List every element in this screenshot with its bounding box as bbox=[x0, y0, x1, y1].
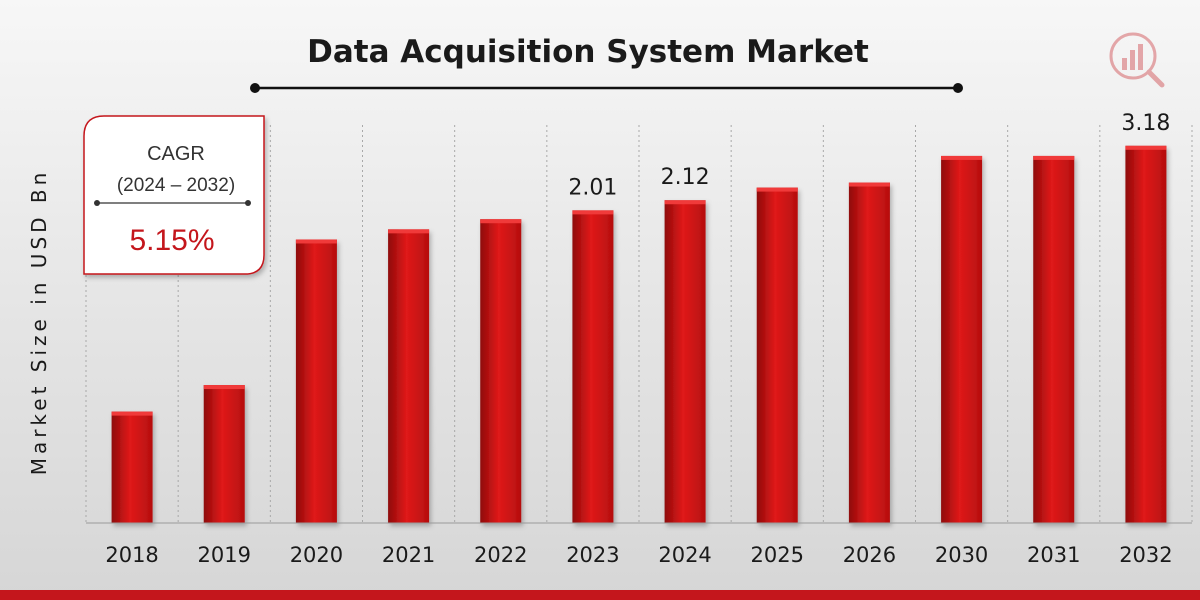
cagr-value: 5.15% bbox=[129, 224, 214, 257]
bar-2025 bbox=[756, 187, 798, 524]
bar-top-2025 bbox=[756, 187, 798, 192]
bar-2030 bbox=[941, 155, 983, 523]
cagr-divider-dot-right bbox=[245, 200, 251, 206]
x-tick-2022: 2022 bbox=[474, 543, 527, 567]
y-axis-label: Market Size in USD Bn bbox=[27, 169, 51, 476]
bar-top-2019 bbox=[203, 385, 245, 390]
x-tick-2023: 2023 bbox=[566, 543, 619, 567]
bar-top-2023 bbox=[572, 210, 614, 215]
bar-2024 bbox=[664, 200, 706, 523]
bar-top-2026 bbox=[848, 182, 890, 187]
x-tick-2018: 2018 bbox=[105, 543, 158, 567]
cagr-divider-dot-left bbox=[94, 200, 100, 206]
chart-magnifier-logo-icon bbox=[1109, 32, 1165, 88]
bar-2032 bbox=[1125, 145, 1167, 523]
x-tick-2026: 2026 bbox=[843, 543, 896, 567]
bar-top-2022 bbox=[480, 219, 522, 224]
bar-top-2021 bbox=[388, 229, 430, 234]
x-tick-2025: 2025 bbox=[751, 543, 804, 567]
bar-top-2030 bbox=[941, 155, 983, 160]
data-label-2024: 2.12 bbox=[661, 165, 710, 190]
title-underline-dot-right bbox=[953, 83, 963, 93]
chart-title: Data Acquisition System Market bbox=[307, 34, 869, 70]
data-label-2023: 2.01 bbox=[568, 175, 617, 200]
cagr-box bbox=[83, 115, 265, 275]
x-tick-2019: 2019 bbox=[198, 543, 251, 567]
x-tick-2031: 2031 bbox=[1027, 543, 1080, 567]
bar-top-2018 bbox=[111, 411, 153, 416]
x-tick-2032: 2032 bbox=[1119, 543, 1172, 567]
bar-top-2032 bbox=[1125, 145, 1167, 150]
x-tick-2024: 2024 bbox=[658, 543, 711, 567]
value-labels: 2.01 2.12 3.18 bbox=[568, 111, 1170, 201]
bar-2026 bbox=[848, 182, 890, 523]
title-underline-dot-left bbox=[250, 83, 260, 93]
x-tick-2020: 2020 bbox=[290, 543, 343, 567]
footer-bar bbox=[0, 590, 1200, 600]
x-tick-2021: 2021 bbox=[382, 543, 435, 567]
cagr-callout: CAGR (2024 – 2032) 5.15% bbox=[83, 115, 265, 275]
bar-2020 bbox=[295, 239, 337, 524]
bar-2031 bbox=[1033, 155, 1075, 523]
bar-2023 bbox=[572, 210, 614, 523]
bar-2019 bbox=[203, 385, 245, 523]
bar-top-2031 bbox=[1033, 155, 1075, 160]
bar-2021 bbox=[388, 229, 430, 523]
x-tick-labels: 2018 2019 2020 2021 2022 2023 2024 2025 2026 2030… bbox=[105, 543, 1172, 567]
bar-top-2020 bbox=[295, 239, 337, 244]
cagr-label: CAGR bbox=[147, 143, 205, 165]
bars bbox=[111, 145, 1167, 524]
bar-top-2024 bbox=[664, 200, 706, 205]
x-tick-2030: 2030 bbox=[935, 543, 988, 567]
bar-2018 bbox=[111, 411, 153, 523]
data-label-2032: 3.18 bbox=[1121, 111, 1170, 136]
bar-2022 bbox=[480, 219, 522, 523]
cagr-range: (2024 – 2032) bbox=[117, 175, 235, 196]
